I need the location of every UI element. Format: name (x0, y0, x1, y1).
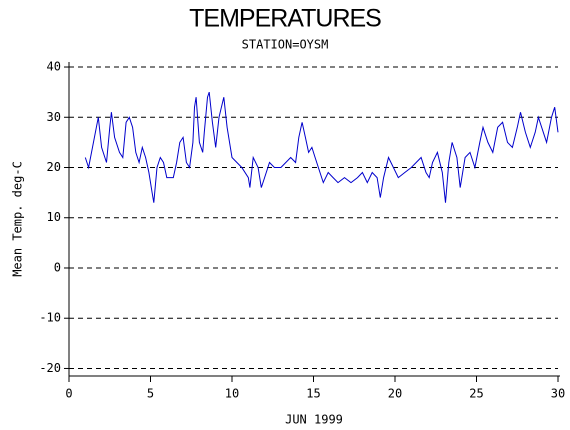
y-tick-label: 0 (54, 260, 61, 274)
y-tick-label: 40 (47, 60, 61, 74)
x-tick-label: 30 (551, 387, 565, 401)
x-axis-label: JUN 1999 (285, 413, 343, 427)
chart-subtitle: STATION=OYSM (242, 38, 329, 52)
y-tick-label: 10 (47, 210, 61, 224)
x-tick-label: 0 (65, 387, 72, 401)
y-axis-label: Mean Temp. deg-C (11, 161, 25, 277)
line-series (84, 91, 559, 203)
x-tick-label: 25 (469, 387, 483, 401)
x-tick-label: 20 (388, 387, 402, 401)
y-tick-label: -10 (39, 311, 61, 325)
y-tick-label: -20 (39, 361, 61, 375)
x-tick-label: 5 (147, 387, 154, 401)
y-tick-label: 20 (47, 160, 61, 174)
chart-title: TEMPERATURES (189, 5, 381, 33)
x-tick-label: 10 (225, 387, 239, 401)
y-tick-label: 30 (47, 110, 61, 124)
x-tick-label: 15 (306, 387, 320, 401)
